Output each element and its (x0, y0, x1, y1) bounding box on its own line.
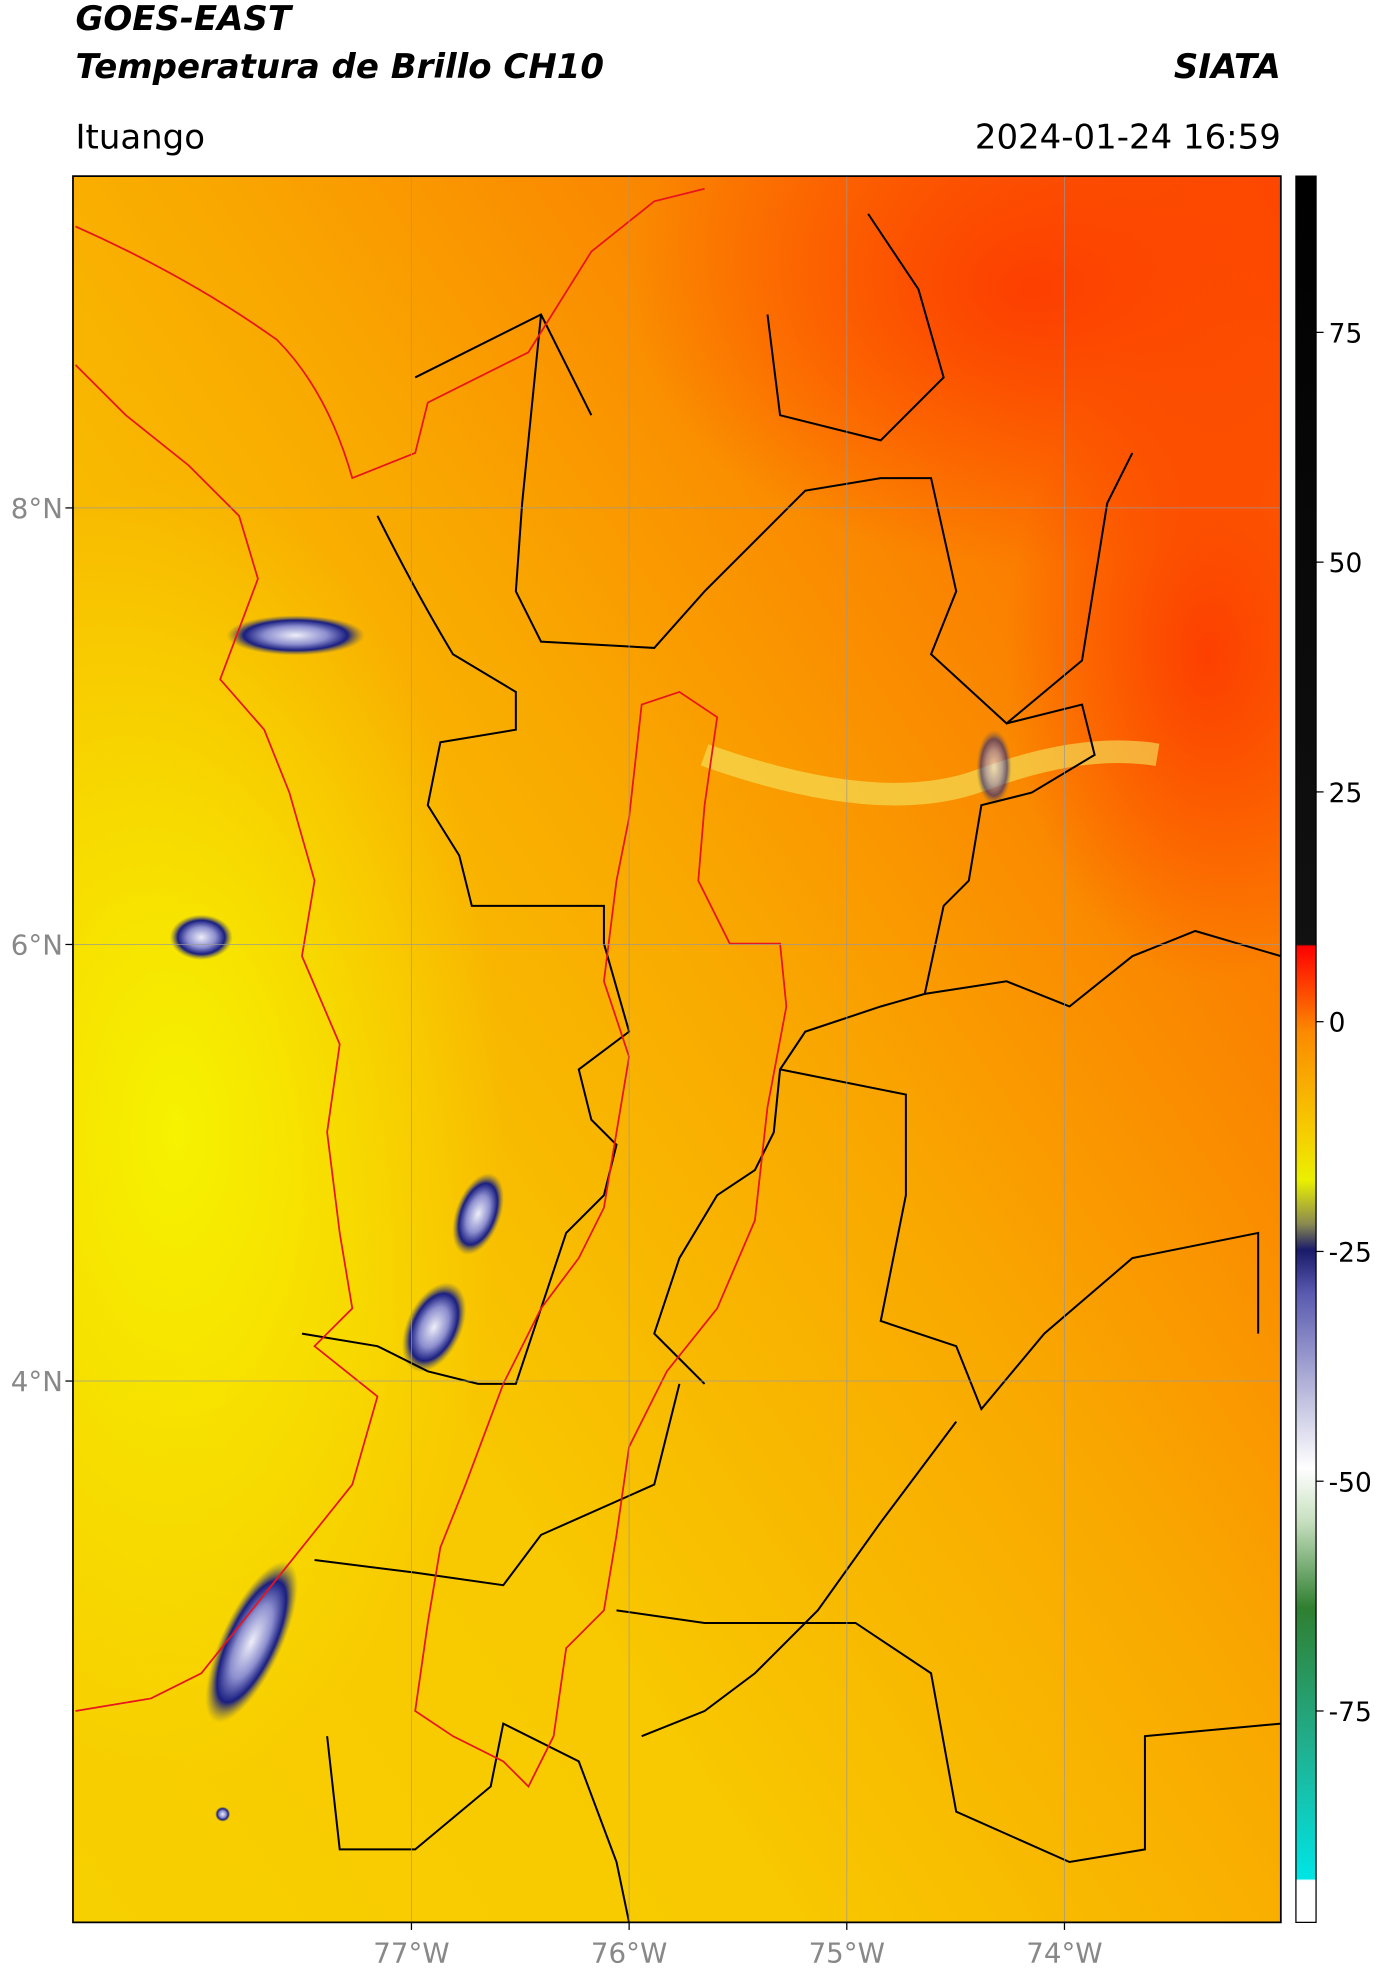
colorbar-tick-label: 0 (1329, 1008, 1346, 1039)
location: Ituango (75, 117, 205, 157)
colorbar-tick-label: 50 (1329, 548, 1363, 579)
datetime: 2024-01-24 16:59 (975, 117, 1281, 157)
cloud-top (226, 615, 365, 656)
map-image (72, 176, 1281, 1923)
cloud-band (700, 740, 1160, 806)
colorbar-tick-label: 75 (1329, 318, 1363, 349)
title-line-1: GOES-EAST (75, 0, 293, 39)
cloud-top (169, 914, 233, 960)
map-frame (72, 175, 1282, 1924)
title-line-2: Temperatura de Brillo CH10 (75, 47, 604, 87)
cloud-top (215, 1806, 231, 1822)
lon-label: 74°W (1026, 1937, 1102, 1970)
hot-area (1006, 327, 1281, 982)
colorbar-tick-label: 25 (1329, 778, 1363, 809)
lon-label: 76°W (591, 1937, 667, 1970)
lon-label: 77°W (373, 1937, 449, 1970)
lat-label: 4°N (11, 1365, 63, 1398)
cloud-top (452, 1173, 504, 1255)
colorbar-tick-label: -50 (1329, 1467, 1372, 1498)
warm-area (72, 478, 504, 1787)
lat-label: 6°N (11, 929, 63, 962)
cloud-top (205, 1560, 298, 1723)
cloud-top (401, 1282, 467, 1373)
colorbar (1295, 175, 1317, 1924)
colorbar-tick-label: -25 (1329, 1238, 1372, 1269)
source: SIATA (1174, 47, 1281, 87)
lat-label: 8°N (11, 492, 63, 525)
colorbar-tick-label: -75 (1329, 1697, 1372, 1728)
borders (301, 213, 1281, 1923)
cloud-top (976, 729, 1012, 806)
coastline-and-region (74, 187, 788, 1788)
grid: 77°W 76°W 75°W 74°W 8°N 6°N 4°N (11, 176, 1281, 1970)
colorbar-ticks: 75 50 25 0 -25 -50 -75 (1316, 318, 1372, 1728)
lon-label: 75°W (809, 1937, 885, 1970)
